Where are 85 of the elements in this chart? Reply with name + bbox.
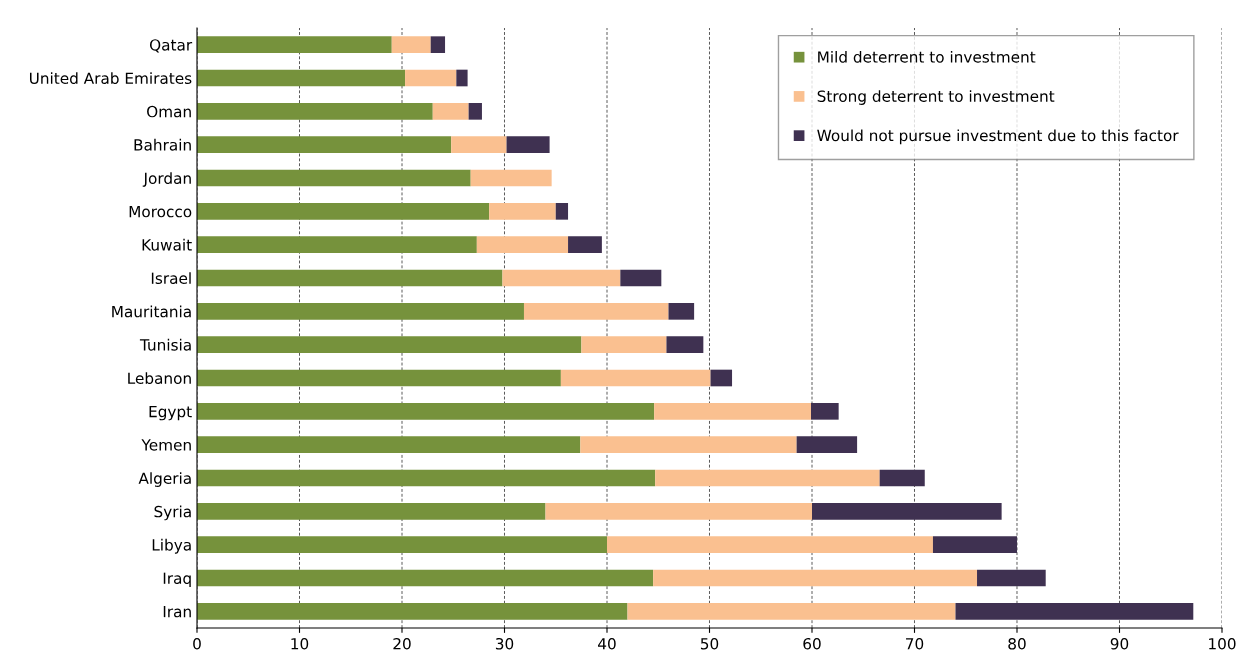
bar — [405, 69, 457, 87]
bar — [653, 569, 978, 587]
bar — [655, 469, 880, 487]
bar — [523, 303, 669, 320]
bar — [555, 203, 569, 220]
bar — [197, 403, 655, 420]
bar — [810, 403, 839, 420]
bar — [197, 469, 656, 487]
x-tick-label: 40 — [598, 637, 616, 650]
bar — [197, 103, 433, 120]
bar — [489, 203, 556, 220]
bar — [932, 536, 1017, 553]
bar — [607, 536, 933, 553]
bar — [668, 303, 695, 320]
bar — [197, 569, 654, 587]
bar — [197, 503, 546, 520]
bar — [197, 303, 524, 320]
x-tick-label: 100 — [1209, 637, 1236, 650]
bar — [197, 69, 406, 87]
bar — [796, 436, 858, 453]
y-tick-label: Tunisia — [139, 338, 191, 351]
bar — [506, 136, 550, 153]
bar — [560, 369, 711, 387]
bar — [197, 236, 477, 253]
bar — [666, 336, 704, 353]
bar — [470, 169, 552, 187]
bar — [197, 536, 607, 553]
bar — [879, 469, 925, 487]
bar — [580, 436, 797, 453]
y-tick-label: United Arab Emirates — [29, 72, 192, 85]
bar — [502, 269, 621, 287]
y-tick-label: Libya — [152, 538, 191, 554]
bar — [568, 236, 602, 253]
y-tick-label: Mauritania — [112, 305, 191, 318]
bar — [432, 103, 469, 120]
x-tick-label: 70 — [906, 637, 924, 650]
bar — [468, 103, 482, 120]
y-tick-label: Iraq — [163, 572, 191, 587]
legend-label: Mild deterrent to investment — [818, 50, 1036, 63]
legend-label: Would not pursue investment due to this factor — [817, 129, 1179, 145]
bar — [451, 136, 507, 153]
bar — [654, 403, 811, 420]
bar — [545, 503, 812, 520]
x-tick-label: 20 — [393, 637, 411, 650]
bar — [627, 603, 956, 620]
y-tick-label: Jordan — [142, 172, 191, 187]
bar — [197, 269, 503, 287]
y-tick-label: Kuwait — [142, 238, 192, 251]
x-tick-label: 30 — [495, 637, 514, 650]
bar — [581, 336, 667, 353]
bar — [197, 169, 471, 187]
bar — [197, 603, 628, 620]
y-tick-label: Lebanon — [128, 372, 191, 385]
x-tick-label: 10 — [291, 637, 309, 650]
y-tick-label: Algeria — [138, 472, 191, 487]
y-tick-label: Oman — [147, 105, 191, 118]
y-tick-label: Israel — [151, 272, 191, 285]
bar — [197, 336, 582, 353]
bar — [710, 369, 733, 387]
y-tick-label: Morocco — [129, 206, 192, 218]
bar — [197, 203, 490, 220]
y-tick-label: Qatar — [149, 39, 193, 53]
bar — [430, 36, 446, 53]
x-tick-label: 80 — [1008, 637, 1026, 650]
x-tick-label: 50 — [700, 637, 719, 650]
y-tick-label: Syria — [154, 505, 191, 521]
bar — [620, 269, 662, 287]
bar — [197, 369, 561, 387]
bar — [197, 36, 392, 53]
y-tick-label: Egypt — [149, 406, 192, 421]
y-tick-label: Iran — [163, 606, 191, 618]
bar — [955, 603, 1194, 620]
bar — [391, 36, 431, 53]
y-tick-label: Bahrain — [134, 138, 191, 151]
x-tick-label: 90 — [1110, 637, 1129, 650]
x-tick-label: 60 — [803, 637, 821, 650]
x-tick-label: 0 — [193, 637, 201, 650]
bar — [977, 569, 1046, 587]
y-tick-label: Yemen — [141, 439, 191, 451]
bar — [456, 69, 468, 87]
bar — [812, 503, 1002, 520]
bar — [197, 436, 581, 453]
bar — [197, 136, 452, 153]
bar — [476, 236, 569, 253]
legend-label: Strong deterrent to investment — [817, 90, 1055, 105]
